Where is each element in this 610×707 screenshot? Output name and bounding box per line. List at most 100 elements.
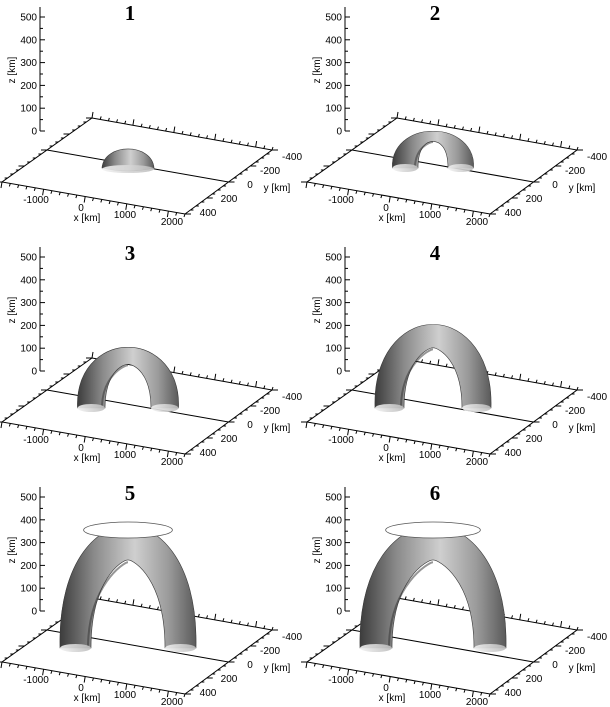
x-back-tick xyxy=(263,385,266,389)
x-back-tick xyxy=(230,379,233,383)
z-tick-label: 300 xyxy=(20,538,37,549)
x-back-tick xyxy=(543,141,546,145)
y-tick-label: -200 xyxy=(260,166,280,177)
x-tick xyxy=(17,424,20,429)
z-tick-label: 400 xyxy=(20,515,37,526)
x-back-tick xyxy=(568,385,571,389)
x-back-tick xyxy=(535,619,538,623)
x-tick xyxy=(405,679,408,683)
x-back-tick xyxy=(470,127,473,132)
x-tick xyxy=(388,196,391,203)
x-tick xyxy=(116,442,119,446)
x-tick xyxy=(25,186,28,190)
x-back-tick xyxy=(453,605,456,609)
z-tick-label: 500 xyxy=(20,253,37,264)
x-back-tick xyxy=(412,597,415,602)
x-tick xyxy=(150,688,153,692)
x-tick-label: 2000 xyxy=(466,217,489,228)
y-tick-label: -200 xyxy=(565,646,585,657)
panel-number: 4 xyxy=(430,241,441,265)
y-tick-label: 200 xyxy=(526,194,543,205)
y-axis-title: y [km] xyxy=(569,423,596,434)
x-tick xyxy=(471,691,474,698)
x-axis-title: x [km] xyxy=(74,213,101,224)
x-tick-label: 1000 xyxy=(114,450,137,461)
footpoint-right xyxy=(448,164,474,172)
x-tick xyxy=(438,205,441,209)
x-back-tick xyxy=(116,599,119,603)
y-tick-label: 0 xyxy=(247,180,253,191)
x-tick xyxy=(50,670,53,674)
x-back-tick xyxy=(543,381,546,385)
tube-body xyxy=(77,347,179,409)
footpoint xyxy=(102,165,154,173)
x-tick xyxy=(455,448,458,452)
tube-cut-top xyxy=(385,521,481,539)
x-tick-label: 2000 xyxy=(466,457,489,468)
x-back-tick xyxy=(165,127,168,132)
z-tick-label: 500 xyxy=(20,13,37,24)
y-tick-label: -200 xyxy=(565,406,585,417)
footpoint-left xyxy=(375,404,404,412)
x-tick xyxy=(0,421,3,429)
x-tick xyxy=(67,193,70,197)
x-back-tick xyxy=(91,351,94,359)
z-tick-label: 0 xyxy=(31,367,37,378)
x-tick xyxy=(446,446,449,450)
x-tick xyxy=(330,666,333,670)
x-back-tick xyxy=(429,600,432,604)
x-tick xyxy=(455,688,458,692)
footpoint-right xyxy=(151,404,179,412)
x-tick-label: -1000 xyxy=(328,195,354,206)
x-tick xyxy=(158,449,161,453)
x-back-tick xyxy=(404,596,407,600)
x-back-tick xyxy=(206,615,209,619)
x-back-tick xyxy=(214,373,217,380)
y-tick-label: 0 xyxy=(552,180,558,191)
z-tick-label: 100 xyxy=(325,344,342,355)
y-axis-title: y [km] xyxy=(264,663,291,674)
x-tick xyxy=(8,663,11,667)
x-tick xyxy=(372,673,375,677)
x-back-tick xyxy=(543,621,546,625)
x-tick xyxy=(108,200,111,205)
x-tick xyxy=(313,423,316,427)
y-tick-label: -200 xyxy=(565,166,585,177)
x-tick xyxy=(363,672,366,676)
x-back-tick xyxy=(181,130,184,135)
x-tick xyxy=(430,443,433,450)
footpoint-right xyxy=(462,404,491,412)
x-tick xyxy=(108,680,111,685)
z-tick-label: 0 xyxy=(336,127,342,138)
x-tick-label: 0 xyxy=(78,203,84,214)
x-tick xyxy=(42,669,45,676)
x-tick xyxy=(463,689,466,693)
z-axis-title: z [km] xyxy=(312,56,323,83)
y-tick-label: 400 xyxy=(200,208,217,219)
x-back-tick xyxy=(461,606,464,610)
x-tick xyxy=(397,437,399,442)
footpoint-left xyxy=(60,644,91,652)
x-tick xyxy=(313,183,316,187)
x-tick xyxy=(413,680,416,685)
x-back-tick xyxy=(527,138,530,142)
x-back-tick xyxy=(238,141,241,145)
x-tick xyxy=(83,196,86,203)
flux-tube xyxy=(77,347,179,412)
z-axis-title: z [km] xyxy=(7,56,18,83)
x-back-tick xyxy=(568,625,571,629)
z-tick-label: 100 xyxy=(325,584,342,595)
x-back-tick xyxy=(206,135,209,139)
footpoint-left xyxy=(360,644,392,652)
x-tick xyxy=(438,445,441,449)
x-back-tick xyxy=(132,119,135,126)
z-tick-label: 500 xyxy=(20,493,37,504)
x-tick xyxy=(363,432,366,436)
x-back-tick xyxy=(494,132,497,136)
y-tick-label: 400 xyxy=(200,448,217,459)
x-tick xyxy=(33,427,36,431)
x-back-tick xyxy=(421,119,424,123)
